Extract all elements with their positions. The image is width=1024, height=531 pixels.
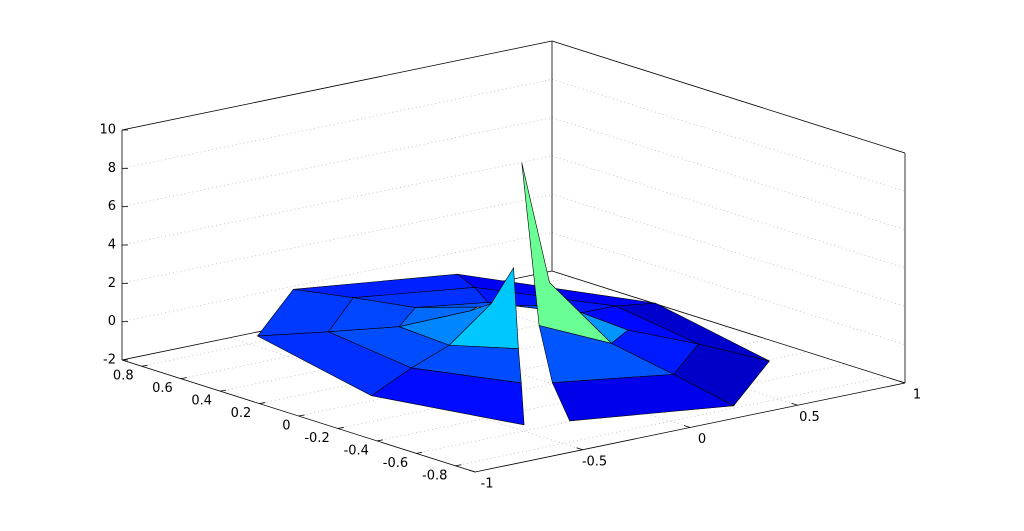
tick-mark xyxy=(455,464,462,467)
axis-line xyxy=(551,270,906,384)
grid-line xyxy=(551,193,906,307)
axis-line xyxy=(474,382,906,473)
grid-line xyxy=(121,155,553,246)
grid-line xyxy=(551,232,906,346)
z-tick-label: 10 xyxy=(99,123,116,138)
y-tick-label: 0.2 xyxy=(231,406,252,421)
grid-line xyxy=(121,78,553,169)
x-tick-label: 0 xyxy=(698,432,706,447)
grid-line xyxy=(551,78,906,192)
surface-patch xyxy=(551,374,735,422)
x-tick-label: 1 xyxy=(913,388,921,403)
y-tick-label: -0.4 xyxy=(344,443,369,458)
z-tick-label: 0 xyxy=(108,314,116,329)
grid-line xyxy=(551,117,906,231)
tick-mark xyxy=(141,364,148,367)
grid-line xyxy=(121,117,553,208)
x-tick-label: -0.5 xyxy=(582,454,607,469)
grid-line xyxy=(121,193,553,284)
axis-line xyxy=(121,40,553,131)
grid-line xyxy=(551,155,906,269)
tick-mark xyxy=(791,402,798,406)
y-tick-label: -0.6 xyxy=(383,456,408,471)
surface-patch xyxy=(370,367,525,426)
tick-mark xyxy=(376,439,384,442)
x-tick-label: -1 xyxy=(481,477,494,492)
axis-line xyxy=(121,359,476,473)
y-tick-label: 0.8 xyxy=(113,369,134,384)
tick-mark xyxy=(298,414,305,417)
tick-mark xyxy=(576,447,583,451)
z-tick-label: 8 xyxy=(108,161,116,176)
y-tick-label: 0.4 xyxy=(191,394,212,409)
tick-mark xyxy=(683,425,691,428)
y-tick-label: -0.8 xyxy=(422,468,447,483)
tick-mark xyxy=(180,377,187,380)
y-tick-label: 0.6 xyxy=(152,381,173,396)
z-tick-label: -2 xyxy=(103,353,116,368)
tick-mark xyxy=(219,389,227,392)
grid-line xyxy=(229,337,583,451)
x-tick-label: 0.5 xyxy=(799,410,820,425)
axis-line xyxy=(551,40,906,154)
tick-mark xyxy=(337,427,344,429)
z-tick-label: 6 xyxy=(108,199,116,214)
y-tick-label: -0.2 xyxy=(304,431,329,446)
z-tick-label: 2 xyxy=(108,276,116,291)
tick-mark xyxy=(416,451,423,454)
tick-mark xyxy=(259,402,266,404)
z-tick-label: 4 xyxy=(108,238,116,253)
y-tick-label: 0 xyxy=(282,419,290,434)
